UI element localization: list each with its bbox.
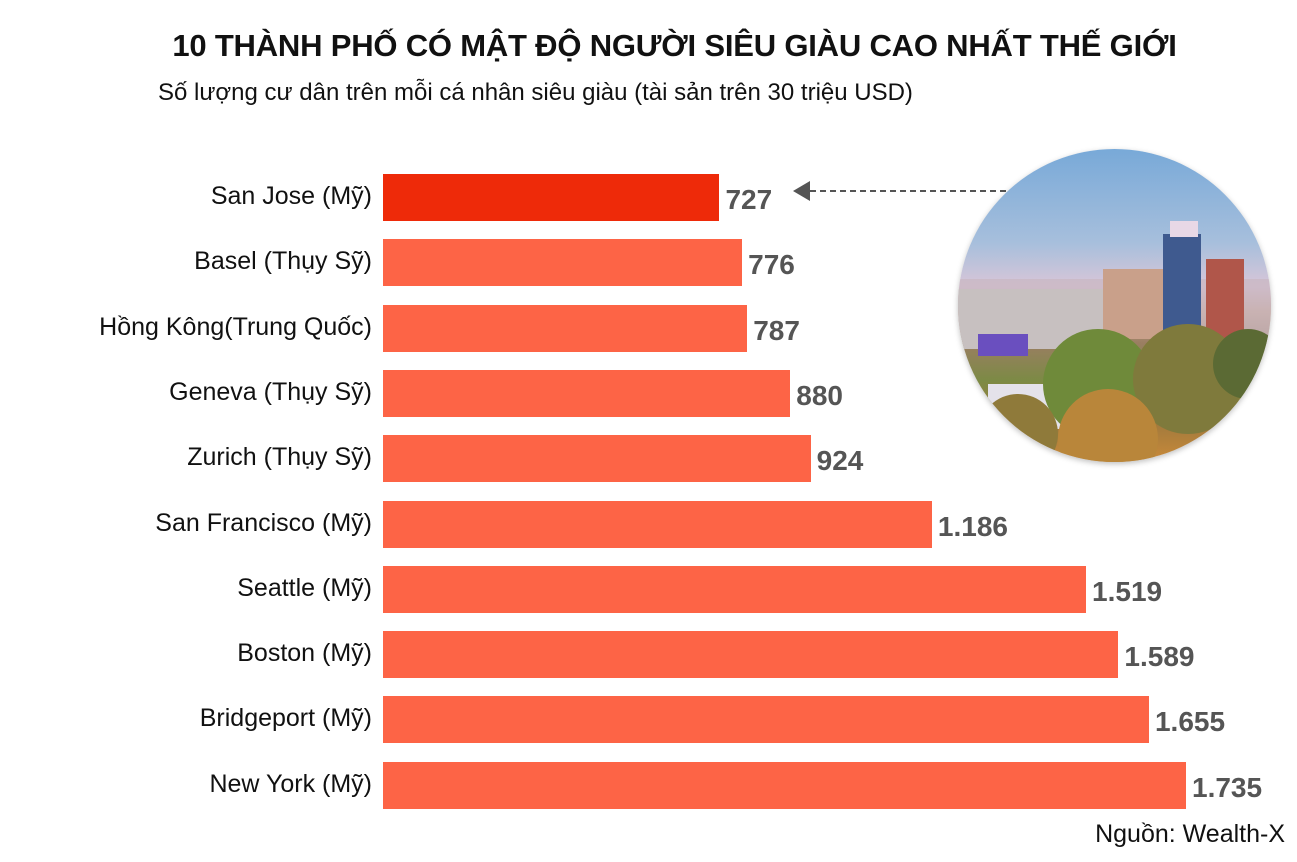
bar [383, 500, 932, 548]
bar [383, 761, 1186, 809]
bar-row: Zurich (Thụy Sỹ) 924 [0, 435, 1297, 483]
san-jose-city-photo [958, 149, 1271, 462]
value-label: 924 [816, 445, 864, 477]
bar [383, 435, 811, 483]
bar-row: Bridgeport (Mỹ) 1.655 [0, 696, 1297, 744]
bar [383, 174, 720, 221]
bar-row: Geneva (Thụy Sỹ) 880 [0, 369, 1297, 417]
category-label: New York (Mỹ) [209, 769, 372, 798]
chart-title: 10 THÀNH PHỐ CÓ MẬT ĐỘ NGƯỜI SIÊU GIÀU C… [0, 28, 1297, 64]
bar [383, 369, 791, 417]
value-label: 727 [725, 184, 773, 215]
city-skyline-illustration [958, 221, 1271, 462]
bar [383, 696, 1149, 744]
bar-row: Hồng Kông(Trung Quốc) 787 [0, 304, 1297, 352]
category-label: San Jose (Mỹ) [210, 182, 372, 210]
bar [383, 239, 743, 287]
value-label: 1.589 [1124, 641, 1195, 673]
arrow-dashed-line [810, 190, 1006, 192]
category-label: Bridgeport (Mỹ) [199, 704, 372, 733]
value-label: 787 [753, 314, 800, 346]
bar-row: New York (Mỹ) 1.735 [0, 761, 1297, 809]
category-label: Seattle (Mỹ) [237, 573, 372, 602]
value-label: 1.735 [1192, 771, 1263, 803]
arrow-left-icon [793, 181, 810, 201]
value-label: 776 [748, 249, 795, 281]
category-label: Hồng Kông(Trung Quốc) [99, 312, 372, 341]
bar-row: Basel (Thụy Sỹ) 776 [0, 239, 1297, 287]
bar-row: San Francisco (Mỹ) 1.186 [0, 500, 1297, 548]
category-label: Basel (Thụy Sỹ) [194, 247, 372, 276]
category-label: San Francisco (Mỹ) [155, 508, 372, 537]
bar [383, 304, 748, 352]
category-label: Zurich (Thụy Sỹ) [187, 443, 372, 472]
value-label: 880 [796, 379, 843, 411]
value-label: 1.519 [1092, 575, 1163, 607]
value-label: 1.655 [1154, 706, 1226, 738]
category-label: Boston (Mỹ) [237, 639, 372, 668]
bar-row: Boston (Mỹ) 1.589 [0, 631, 1297, 679]
bar [383, 631, 1119, 679]
value-label: 1.186 [937, 510, 1008, 542]
chart-subtitle: Số lượng cư dân trên mỗi cá nhân siêu gi… [158, 79, 913, 106]
source-note: Nguồn: Wealth-X [1095, 820, 1285, 848]
chart-title-text: 10 THÀNH PHỐ CÓ MẬT ĐỘ NGƯỜI SIÊU GIÀU C… [172, 28, 1177, 63]
bar-row: Seattle (Mỹ) 1.519 [0, 565, 1297, 613]
category-label: Geneva (Thụy Sỹ) [169, 377, 372, 406]
bar-row: San Jose (Mỹ) 727 [0, 174, 1297, 221]
bar [383, 565, 1087, 613]
